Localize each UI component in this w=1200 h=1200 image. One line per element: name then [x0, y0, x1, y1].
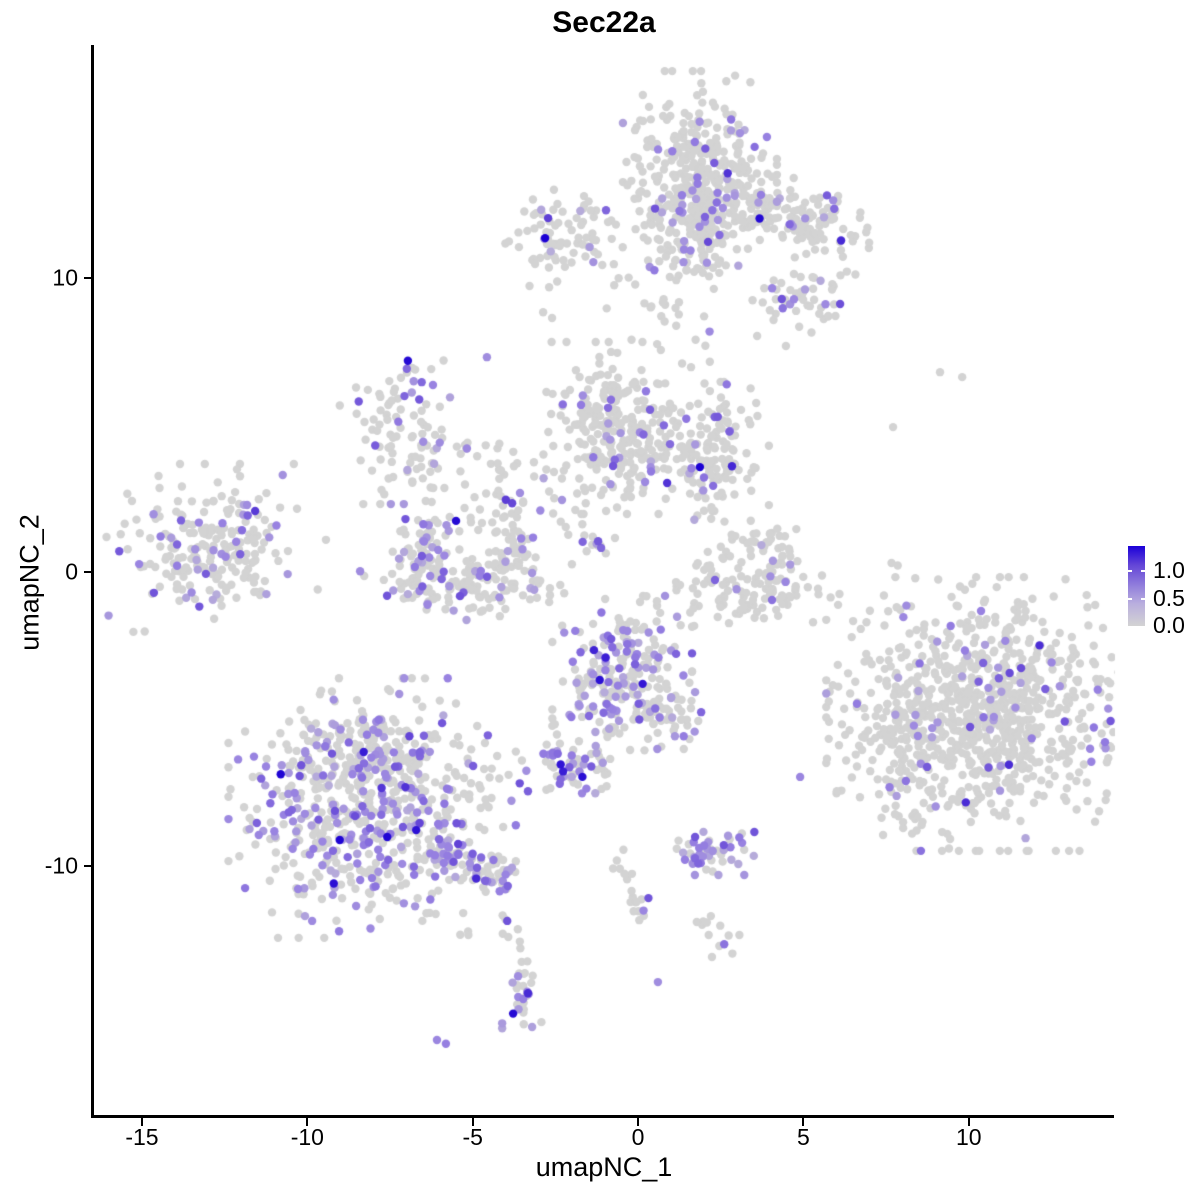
x-tick-label: -5 — [462, 1124, 483, 1150]
x-tick-mark — [637, 1118, 640, 1126]
x-tick-label: 5 — [797, 1124, 810, 1150]
legend-label-mid: 0.5 — [1153, 585, 1185, 611]
y-tick-mark — [84, 864, 92, 867]
legend-tick-1.0-left — [1128, 570, 1132, 572]
y-tick-label: 10 — [52, 264, 78, 291]
legend-tick-0.5-left — [1128, 598, 1132, 600]
x-tick-label: -15 — [125, 1124, 159, 1150]
x-axis-label: umapNC_1 — [535, 1152, 673, 1182]
x-tick-mark — [802, 1118, 805, 1126]
legend-tick-1.0-right — [1141, 570, 1145, 572]
x-tick-mark — [306, 1118, 309, 1126]
legend-label-high: 1.0 — [1153, 557, 1185, 583]
y-axis-label: umapNC_2 — [14, 514, 45, 651]
x-tick-label: 0 — [631, 1124, 645, 1150]
x-tick-mark — [471, 1118, 474, 1126]
legend: 1.0 0.5 0.0 — [1128, 540, 1200, 640]
y-tick-label: -10 — [44, 852, 78, 879]
legend-label-low: 0.0 — [1153, 612, 1185, 638]
legend-colorbar — [1128, 546, 1145, 626]
y-tick-label: 0 — [65, 558, 78, 585]
x-tick-label: 10 — [956, 1124, 982, 1150]
y-tick-mark — [84, 571, 92, 574]
x-tick-label: -10 — [290, 1124, 324, 1150]
legend-tick-0.5-right — [1141, 598, 1145, 600]
plot-panel-axes — [91, 45, 1114, 1118]
x-tick-mark — [140, 1118, 143, 1126]
y-tick-mark — [84, 277, 92, 280]
x-tick-mark — [967, 1118, 970, 1126]
